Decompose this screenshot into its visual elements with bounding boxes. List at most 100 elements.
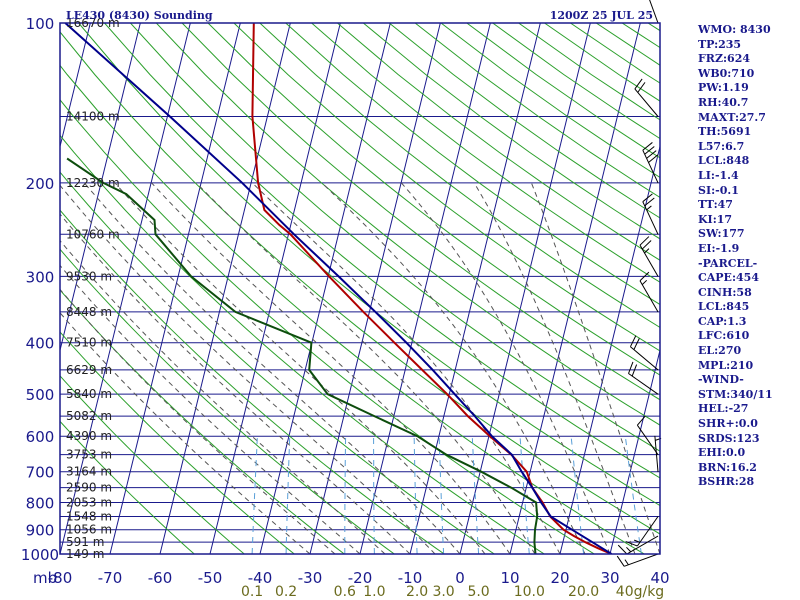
dry-adiabat-line [60, 289, 346, 554]
mixing-ratio-line [471, 436, 480, 554]
wind-barb [634, 78, 659, 117]
mixing-ratio-line [344, 436, 347, 554]
pressure-axis-labels: 1000 900 800 700 600 500 400 300 200 100 [21, 15, 59, 564]
dry-adiabat-line [60, 64, 646, 554]
isotherm-line [559, 144, 660, 554]
wind-barb [639, 271, 659, 313]
temperature-tick-label: 20 [550, 569, 569, 587]
mixing-ratio-label: 5.0 [467, 584, 489, 600]
dry-adiabat-line [60, 171, 496, 554]
wind-barb [636, 415, 659, 455]
temperature-tick-label: -50 [198, 569, 223, 587]
mixing-ratio-label: 40g/kg [616, 584, 664, 600]
wind-barb-feather [633, 338, 640, 350]
temperature-tick-label: -10 [398, 569, 423, 587]
dry-adiabat-line [60, 420, 196, 554]
index-item: HEL:-27 [698, 402, 749, 416]
moist-adiabat-line [114, 182, 486, 554]
index-item: SI:-0.1 [698, 183, 739, 197]
sounding-traces [64, 23, 613, 554]
mixing-ratio-labels: 0.1 0.2 0.6 1.0 2.0 3.0 5.0 10.0 20.0 40g/kg [241, 584, 664, 600]
wind-barb [649, 0, 659, 24]
dry-adiabat-line [155, 23, 660, 426]
wind-barb-shaft [634, 88, 659, 117]
wind-barb-half-feather [641, 279, 648, 285]
height-label: 8448 m [66, 305, 112, 319]
height-label: 7510 m [66, 336, 112, 350]
dry-adiabat-line [311, 23, 660, 283]
height-label: 5082 m [66, 409, 112, 423]
temperature-axis-labels: -80 -70 -60 -50 -40 -30 -20 -10 0 10 20 30 40 [48, 569, 670, 587]
wind-barb-feather [629, 335, 637, 347]
index-item: WB0:710 [698, 66, 755, 80]
height-label: 2590 m [66, 481, 112, 495]
mixing-ratio-line [373, 436, 375, 554]
index-item: PW:1.19 [698, 81, 749, 95]
index-item: BSHR:28 [698, 475, 755, 489]
dry-adiabats [60, 23, 660, 554]
temperature-tick-label: -30 [298, 569, 323, 587]
index-item: CINH:58 [698, 285, 752, 299]
height-label: 591 m [66, 535, 104, 549]
isotherm-line [60, 23, 141, 353]
dry-adiabat-line [130, 23, 660, 452]
isotherm-line [459, 23, 591, 554]
wind-barb-feather [644, 197, 655, 207]
index-item: EL:270 [698, 344, 742, 358]
pressure-tick-label: 700 [26, 464, 55, 482]
height-label: 4390 m [66, 429, 112, 443]
wind-barb-feather [644, 146, 655, 155]
mixing-ratio-line [570, 436, 585, 554]
index-item: -PARCEL- [698, 256, 758, 270]
moist-adiabat-line [400, 182, 611, 554]
dry-adiabat-line [60, 248, 396, 554]
wind-barb-feather [641, 240, 652, 250]
wind-barb-shaft [630, 346, 659, 371]
wind-barb [642, 142, 659, 184]
temperature-tick-label: 30 [600, 569, 619, 587]
index-item: CAPE:454 [698, 271, 759, 285]
index-item: LFC:610 [698, 329, 750, 343]
index-item: SRDS:123 [698, 431, 760, 445]
pressure-tick-label: 400 [26, 335, 55, 353]
height-label: 10760 m [66, 227, 120, 241]
dry-adiabat-line [259, 23, 660, 329]
moist-adiabat-line [530, 182, 660, 554]
height-label: 3164 m [66, 465, 112, 479]
wind-barb-shaft [636, 424, 659, 455]
moist-adiabat-line [60, 264, 361, 554]
mixing-ratio-label: 0.6 [334, 584, 356, 600]
wind-barb-shaft [639, 280, 659, 313]
wind-barbs [616, 0, 662, 567]
mixing-ratio-label: 10.0 [514, 584, 545, 600]
wind-barb-shaft [654, 435, 659, 472]
moist-adiabat-line [60, 239, 386, 554]
mixing-ratio-label: 1.0 [363, 584, 385, 600]
temperature-tick-label: -70 [98, 569, 123, 587]
isotherm-line [409, 23, 541, 554]
mixing-ratio-line [438, 436, 445, 554]
pressure-tick-label: 800 [26, 495, 55, 513]
index-item: TT:47 [698, 198, 733, 212]
sounding-indices-panel: WMO: 8430 TP:235 FRZ:624 WB0:710 PW:1.19 RH:4… [698, 23, 800, 490]
wind-barb [616, 553, 659, 567]
wind-barb-feather [646, 150, 657, 159]
wind-barb [625, 516, 659, 547]
plot-frame [59, 22, 661, 555]
pressure-unit-label: mb [33, 569, 57, 587]
dry-adiabat-line [60, 134, 546, 554]
isotherm-lines [60, 23, 660, 554]
height-label: 149 m [66, 547, 104, 561]
dry-adiabat-line [78, 23, 660, 507]
mixing-ratio-label: 2.0 [406, 584, 428, 600]
index-item: EI:-1.9 [698, 241, 740, 255]
index-item: BRN:16.2 [698, 460, 757, 474]
mixing-ratio-label: 3.0 [432, 584, 454, 600]
dry-adiabat-line [60, 31, 660, 535]
index-item: WMO: 8430 [698, 23, 771, 36]
wind-barb-shaft [628, 373, 659, 395]
wind-barb-feather [642, 193, 653, 203]
wind-barb-feather [636, 415, 646, 426]
mixing-ratio-line [519, 436, 530, 554]
